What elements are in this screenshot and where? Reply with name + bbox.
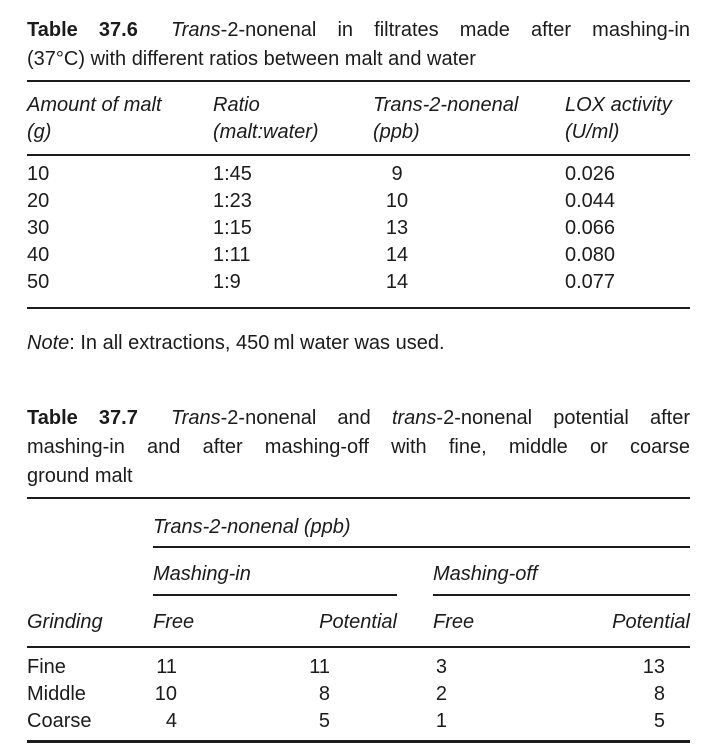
table-cell: Fine: [27, 656, 66, 678]
table-cell: 1:11: [213, 244, 251, 266]
column-header-amount-of-malt: Amount of malt (g): [27, 94, 162, 143]
table-cell: 9: [391, 163, 403, 185]
table-cell: 0.066: [565, 217, 616, 239]
caption-italic-word: Trans: [171, 407, 221, 429]
table-37-6-caption-line2: (37°C) with different ratios between mal…: [27, 48, 476, 70]
column-header-ratio: Ratio (malt:water): [213, 94, 319, 143]
table-cell: 14: [385, 271, 409, 293]
table-cell: 11: [309, 656, 330, 678]
table-cell: 1:45: [213, 163, 252, 185]
table-37-7-caption: Table 37.7 Trans-2-nonenal and trans-2-n…: [27, 404, 690, 491]
column-header-potential-mashing-off: Potential: [612, 611, 690, 633]
table-37-7-caption-line1: Table 37.7 Trans-2-nonenal and trans-2-n…: [27, 404, 690, 433]
caption-text: -2-nonenal and: [220, 407, 371, 429]
table-37-6-body: 10 1:45 9 0.026 20 1:23 10 0.044 30 1:15…: [27, 161, 690, 296]
spacer: [397, 611, 433, 634]
horizontal-rule: [27, 154, 690, 156]
table-cell: 8: [318, 683, 330, 705]
table-37-6-caption-label: Table 37.6: [27, 19, 138, 41]
table-cell: Coarse: [27, 710, 92, 732]
table-cell: 0.080: [565, 244, 616, 266]
table-37-7-caption-line3: ground malt: [27, 465, 133, 487]
table-37-7-body: Fine 11 11 3 13 Middle 10 8 2 8 Coarse 4…: [27, 654, 690, 735]
table-cell: 13: [385, 217, 409, 239]
table-37-6-caption: Table 37.6 Trans-2-nonenal in filtrates …: [27, 16, 690, 74]
table-cell: Middle: [27, 683, 86, 705]
horizontal-rule: [27, 497, 690, 499]
table-cell: 0.026: [565, 163, 616, 185]
table-row: Fine 11 11 3 13: [27, 654, 690, 681]
column-header-trans-2-nonenal: Trans-2-nonenal (ppb): [373, 94, 519, 143]
horizontal-rule: [27, 80, 690, 82]
table-cell: 10: [154, 683, 177, 705]
table-cell: 5: [653, 710, 665, 732]
horizontal-rule: [27, 307, 690, 309]
table-cell: 10: [385, 190, 409, 212]
table-row: 40 1:11 14 0.080: [27, 242, 690, 269]
table-row: Coarse 4 5 1 5: [27, 708, 690, 735]
table-cell: 0.077: [565, 271, 616, 293]
note-label: Note: [27, 332, 70, 354]
table-37-7-caption-line2: mashing-in and after mashing-off with fi…: [27, 436, 690, 458]
table-row: Middle 10 8 2 8: [27, 681, 690, 708]
caption-italic-word: trans: [391, 407, 437, 429]
table-cell: 1:15: [213, 217, 252, 239]
table-37-7-group-header-row: Mashing-in Mashing-off: [27, 563, 690, 586]
table-37-6-header-row: Amount of malt (g) Ratio (malt:water) Tr…: [27, 92, 690, 146]
mashing-in-rule: [153, 594, 397, 596]
table-37-6-note: Note: In all extractions, 450 ml water w…: [27, 331, 445, 355]
table-cell: 5: [318, 710, 330, 732]
table-37-7-header-row: Grinding Free Potential Free Potential: [27, 611, 690, 634]
spanner-header-trans-2-nonenal-ppb: Trans-2-nonenal (ppb): [153, 516, 351, 538]
column-header-potential-mashing-in: Potential: [319, 611, 397, 633]
group-header-mashing-in: Mashing-in: [153, 563, 251, 585]
table-cell: 10: [27, 163, 50, 185]
table-37-6-caption-line1: Table 37.6 Trans-2-nonenal in filtrates …: [27, 16, 690, 45]
table-row: 20 1:23 10 0.044: [27, 188, 690, 215]
column-header-free-mashing-in: Free: [153, 611, 195, 633]
group-header-mashing-off: Mashing-off: [433, 563, 538, 585]
table-cell: 4: [165, 710, 177, 732]
table-cell: 8: [653, 683, 665, 705]
table-cell: 13: [642, 656, 665, 678]
table-cell: 11: [156, 656, 177, 678]
caption-italic-word: Trans: [171, 19, 221, 41]
horizontal-rule: [27, 740, 690, 743]
note-text: : In all extractions, 450 ml water was u…: [69, 332, 445, 354]
table-cell: 40: [27, 244, 50, 266]
table-cell: 14: [385, 244, 409, 266]
spanner-rule: [153, 546, 690, 548]
table-row: 50 1:9 14 0.077: [27, 269, 690, 296]
table-cell: 20: [27, 190, 50, 212]
spacer: [27, 563, 153, 586]
caption-text: -2-nonenal potential after: [436, 407, 690, 429]
table-cell: 1:9: [213, 271, 241, 293]
column-header-lox-activity: LOX activity (U/ml): [565, 94, 672, 143]
table-cell: 50: [27, 271, 50, 293]
table-cell: 2: [435, 683, 447, 705]
table-cell: 30: [27, 217, 50, 239]
mashing-off-rule: [433, 594, 690, 596]
column-header-grinding: Grinding: [27, 611, 103, 633]
table-37-7-caption-label: Table 37.7: [27, 407, 138, 429]
caption-text: -2-nonenal in filtrates made after mashi…: [220, 19, 691, 41]
spacer: [397, 563, 433, 586]
table-row: 10 1:45 9 0.026: [27, 161, 690, 188]
table-cell: 0.044: [565, 190, 616, 212]
horizontal-rule: [27, 646, 690, 648]
table-cell: 3: [435, 656, 447, 678]
table-row: 30 1:15 13 0.066: [27, 215, 690, 242]
table-cell: 1:23: [213, 190, 252, 212]
column-header-free-mashing-off: Free: [433, 611, 475, 633]
table-cell: 1: [435, 710, 447, 732]
